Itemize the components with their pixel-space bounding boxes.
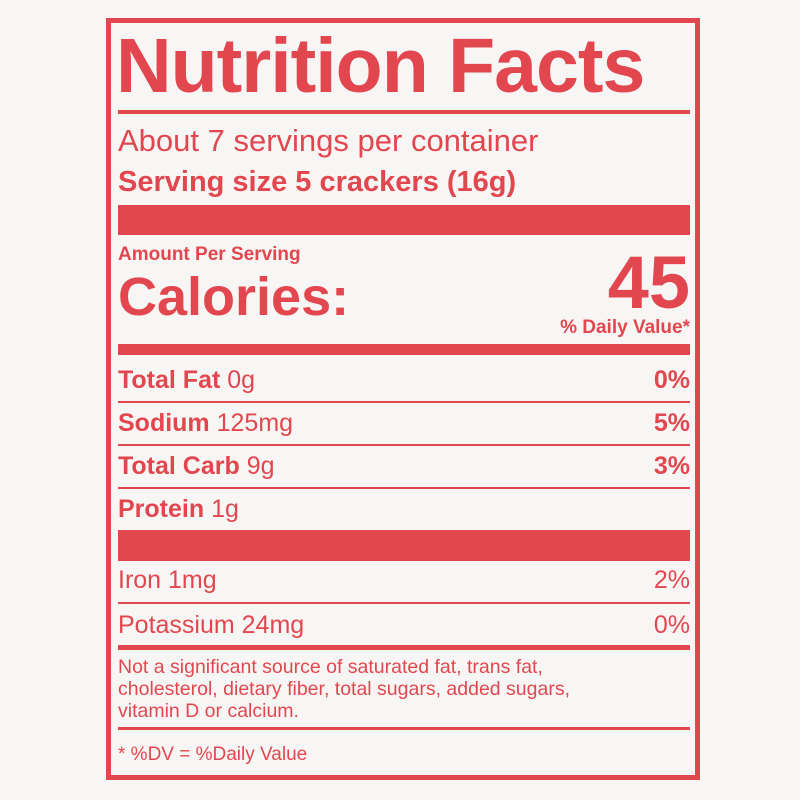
rule	[118, 487, 690, 489]
mineral-dv: 2%	[653, 566, 690, 594]
rule	[118, 110, 690, 114]
nutrient-amount: 9g	[246, 452, 275, 480]
daily-value-header: % Daily Value*	[560, 317, 690, 338]
nutrient-amount: 0g	[227, 366, 256, 394]
footnote-line: cholesterol, dietary fiber, total sugars…	[118, 678, 571, 700]
rule	[118, 727, 690, 730]
title: Nutrition Facts	[116, 23, 645, 109]
nutrient-row: Total Fat 0g 0%	[118, 366, 690, 395]
nutrient-amount: 1g	[211, 495, 239, 523]
dv-note: * %DV = %Daily Value	[118, 744, 308, 765]
footnote: Not a significant source of saturated fa…	[118, 656, 570, 722]
nutrient-name: Total Carb	[118, 452, 240, 480]
amount-per-serving: Amount Per Serving	[118, 244, 301, 265]
nutrient-row: Sodium 125mg 5%	[118, 409, 690, 438]
footnote-line: vitamin D or calcium.	[118, 700, 299, 722]
nutrient-amount: 125mg	[216, 409, 294, 437]
mineral-name: Iron 1mg	[118, 566, 217, 594]
thick-rule	[118, 205, 690, 235]
nutrient-row: Total Carb 9g 3%	[118, 452, 690, 481]
thick-rule	[118, 530, 690, 561]
rule	[118, 444, 690, 446]
nutrient-name-amount: Sodium 125mg	[118, 409, 293, 438]
rule	[118, 344, 690, 355]
calories-label: Calories:	[118, 267, 350, 327]
mineral-name: Potassium 24mg	[118, 611, 305, 639]
footnote-line: Not a significant source of saturated fa…	[118, 656, 543, 678]
nutrient-dv: 0%	[653, 366, 690, 394]
servings: About 7 servings per container	[118, 123, 539, 158]
mineral-dv: 0%	[653, 611, 690, 639]
rule	[118, 602, 690, 604]
rule	[118, 401, 690, 403]
nutrient-dv: 3%	[653, 452, 690, 480]
nutrient-name-amount: Protein 1g	[118, 495, 239, 524]
nutrient-name: Protein	[118, 495, 205, 523]
nutrient-name: Total Fat	[118, 366, 221, 394]
nutrient-dv: 5%	[653, 409, 690, 437]
nutrient-row: Protein 1g	[118, 495, 690, 524]
mineral-row: Iron 1mg 2%	[118, 566, 690, 595]
nutrient-name-amount: Total Carb 9g	[118, 452, 275, 481]
label-border	[106, 18, 700, 780]
nutrient-name-amount: Total Fat 0g	[118, 366, 255, 395]
rule	[118, 645, 690, 650]
calories-value: 45	[607, 241, 690, 324]
serving-size: Serving size 5 crackers (16g)	[118, 166, 517, 198]
mineral-row: Potassium 24mg 0%	[118, 611, 690, 640]
nutrient-name: Sodium	[118, 409, 210, 437]
